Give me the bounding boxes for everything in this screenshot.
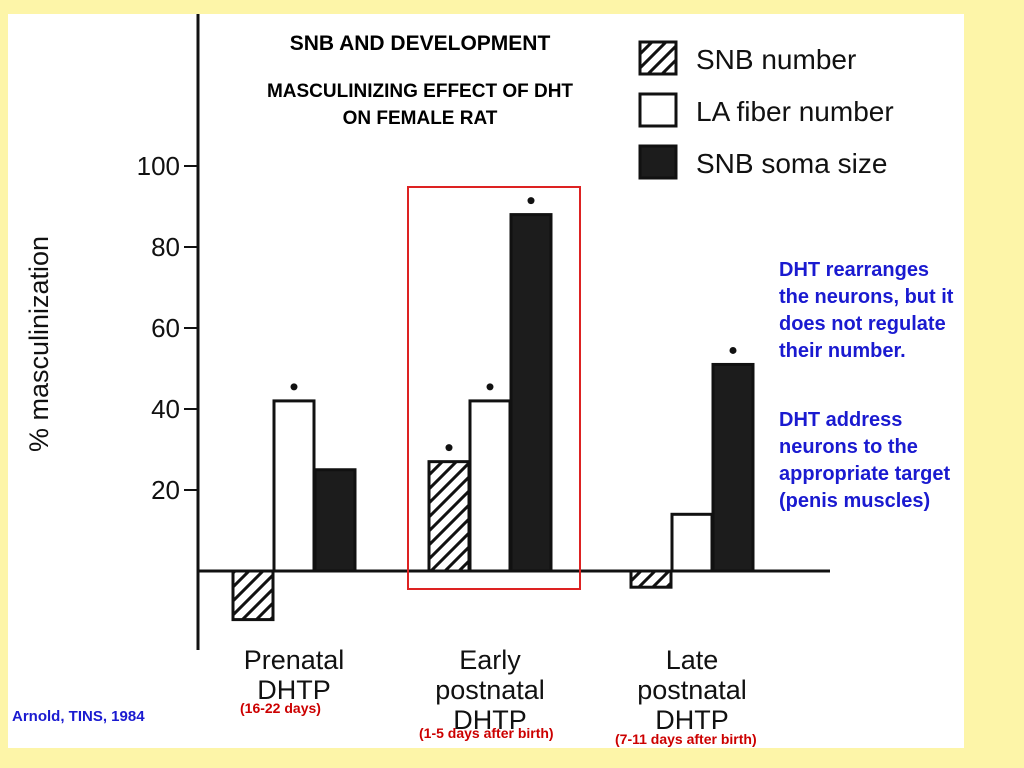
category-label-late-line3: DHTP [655,705,729,735]
subtitle-line: MASCULINIZING EFFECT OF DHT [266,81,574,102]
annotation-line: their number. [779,340,906,362]
annotation-neurons: DHT rearranges the neurons, but it does … [779,257,1014,365]
category-label-late-line2: postnatal [637,675,747,705]
y-tick-label: 60 [151,313,180,343]
chart-title: SNB AND DEVELOPMENT [289,32,551,55]
category-label-late-line1: Late [666,645,719,675]
bar-snb-number [231,569,275,622]
highlight-box [407,186,581,590]
slide-panel: 100 80 60 40 20 SNB number LA fiber number SNB… [8,14,964,748]
annotation-target: DHT address neurons to the appropriate t… [779,407,1014,515]
legend-label-snb-number: SNB number [696,44,856,75]
annotation-line: DHT rearranges [779,259,930,281]
y-tick-label: 20 [151,475,180,505]
significance-marker [486,383,494,391]
bar-la-fiber-number [272,399,316,573]
date-range-prenatal: (16-22 days) [240,700,321,716]
significance-marker [290,383,298,391]
annotation-line: the neurons, but it [779,286,954,308]
annotation-line: does not regulate [779,313,946,335]
annotation-line: (penis muscles) [779,490,931,512]
legend-swatch-snb-number [638,40,678,76]
y-tick-label: 100 [137,151,180,181]
annotation-line: appropriate target [779,463,951,485]
category-label-prenatal-line1: Prenatal [244,645,345,675]
category-label-prenatal-line2: DHTP [257,675,331,705]
subtitle-line: ON FEMALE RAT [342,108,498,129]
category-label-early-line3: DHTP [453,705,527,735]
source-citation: Arnold, TINS, 1984 [12,708,145,725]
bar-snb-soma-size [313,468,357,573]
bars [231,197,755,622]
significance-marker [445,444,453,452]
annotation-line: neurons to the [779,436,918,458]
category-label-early-line2: postnatal [435,675,545,705]
y-axis-label: % masculinization [24,236,54,452]
chart-subtitle: MASCULINIZING EFFECT OF DHT ON FEMALE RA… [205,78,635,132]
date-range-early: (1-5 days after birth) [419,725,554,741]
category-label-early-line1: Early [459,645,521,675]
bar-la-fiber-number [670,512,714,573]
legend-label-snb-soma-size: SNB soma size [696,148,887,179]
bar-snb-soma-size [711,362,755,573]
annotation-line: DHT address [779,409,903,431]
y-tick-label: 40 [151,394,180,424]
bar-snb-soma-size [509,213,553,573]
legend-swatch-snb-soma-size [638,144,678,180]
legend-swatch-la-fiber-number [638,92,678,128]
bar-snb-number [629,569,673,589]
y-tick-label: 80 [151,232,180,262]
significance-marker [527,197,535,205]
significance-marker [729,346,737,354]
legend: SNB number LA fiber number SNB soma size [638,40,894,180]
legend-label-la-fiber-number: LA fiber number [696,96,894,127]
date-range-late: (7-11 days after birth) [615,731,757,747]
bar-snb-number [427,460,471,573]
bar-la-fiber-number [468,399,512,573]
